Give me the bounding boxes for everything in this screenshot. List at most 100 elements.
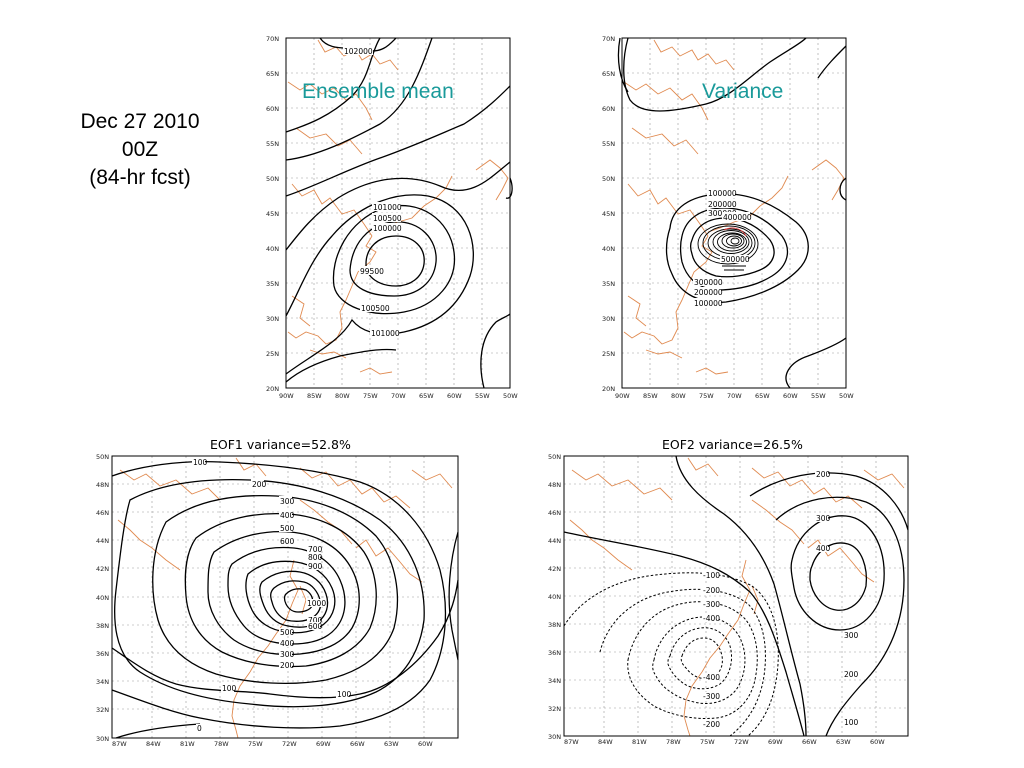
eof1-lon-ticks: 87W 84W 81W 78W 75W 72W 69W 66W 63W 60W [112,740,433,748]
svg-text:46N: 46N [96,509,109,517]
forecast-caption: Dec 27 2010 00Z (84-hr fcst) [40,108,240,192]
svg-text:-400: -400 [703,614,720,623]
svg-text:42N: 42N [96,565,109,573]
svg-text:300: 300 [280,497,295,506]
svg-text:35N: 35N [602,280,615,288]
svg-text:1000: 1000 [307,599,326,608]
svg-text:45N: 45N [602,210,615,218]
svg-text:400: 400 [816,544,831,553]
svg-text:101000: 101000 [373,203,402,212]
svg-text:99500: 99500 [360,267,384,276]
svg-text:78W: 78W [666,738,681,746]
svg-text:60W: 60W [783,392,798,400]
eof2-contour-labels: 200 300 400 300 200 100 -100 -200 -300 -… [702,470,859,729]
svg-text:55W: 55W [811,392,826,400]
svg-text:-400: -400 [703,673,720,682]
svg-text:30N: 30N [602,315,615,323]
svg-text:100: 100 [222,684,237,693]
svg-text:0: 0 [197,724,202,733]
svg-text:84W: 84W [146,740,161,748]
svg-text:70W: 70W [391,392,406,400]
svg-text:38N: 38N [548,621,561,629]
variance-contour-labels: 100000 200000 300000 400000 500000 30000… [693,188,752,308]
svg-text:63W: 63W [384,740,399,748]
svg-text:300: 300 [844,631,859,640]
svg-text:65N: 65N [266,70,279,78]
ensemble-lat-ticks: 70N 65N 60N 55N 50N 45N 40N 35N 30N 25N … [266,35,279,393]
svg-text:900: 900 [308,562,323,571]
svg-text:50W: 50W [839,392,854,400]
svg-text:100000: 100000 [373,224,402,233]
svg-text:300: 300 [280,650,295,659]
svg-text:200000: 200000 [708,200,737,209]
svg-text:55W: 55W [475,392,490,400]
svg-text:65W: 65W [755,392,770,400]
svg-text:40N: 40N [602,245,615,253]
svg-text:45N: 45N [266,210,279,218]
isolines-eof2-negative [563,572,779,737]
svg-text:25N: 25N [602,350,615,358]
coastline-eof2 [569,457,905,737]
caption-forecast: (84-hr fcst) [89,166,191,189]
svg-text:34N: 34N [96,678,109,686]
svg-text:20N: 20N [266,385,279,393]
svg-text:81W: 81W [632,738,647,746]
eof2-lat-ticks: 50N 48N 46N 44N 42N 40N 38N 36N 34N 32N … [548,453,561,741]
svg-text:90W: 90W [279,392,294,400]
ensemble-contour-labels: 102000 101000 100500 100000 99500 100500… [343,46,402,338]
svg-text:48N: 48N [96,481,109,489]
svg-text:100500: 100500 [373,214,402,223]
svg-text:102000: 102000 [344,47,373,56]
svg-text:500: 500 [280,628,295,637]
variance-frame [621,37,847,389]
svg-text:72W: 72W [282,740,297,748]
svg-text:46N: 46N [548,509,561,517]
eof1-title: EOF1 variance=52.8% [210,437,351,452]
svg-text:60W: 60W [870,738,885,746]
variance-lat-ticks: 70N 65N 60N 55N 50N 45N 40N 35N 30N 25N … [602,35,615,393]
svg-text:60N: 60N [602,105,615,113]
svg-text:500: 500 [280,524,295,533]
svg-text:100: 100 [337,690,352,699]
svg-text:200: 200 [280,661,295,670]
ensemble-frame [285,37,511,389]
svg-text:100000: 100000 [694,299,723,308]
ensemble-lon-ticks: 90W 85W 80W 75W 70W 65W 60W 55W 50W [279,392,518,400]
svg-text:40N: 40N [548,593,561,601]
svg-text:44N: 44N [96,537,109,545]
svg-text:100000: 100000 [708,189,737,198]
svg-text:60N: 60N [266,105,279,113]
svg-text:300: 300 [816,514,831,523]
svg-text:48N: 48N [548,481,561,489]
svg-text:75W: 75W [363,392,378,400]
svg-text:300000: 300000 [694,278,723,287]
svg-text:36N: 36N [548,649,561,657]
svg-text:30N: 30N [266,315,279,323]
svg-text:90W: 90W [615,392,630,400]
svg-text:80W: 80W [671,392,686,400]
svg-text:600: 600 [308,622,323,631]
svg-text:32N: 32N [96,706,109,714]
coastline-variance [623,39,845,375]
svg-text:84W: 84W [598,738,613,746]
svg-text:44N: 44N [548,537,561,545]
eof1-contour-labels: 100 200 300 400 500 600 700 800 900 1000… [192,457,352,733]
svg-text:200: 200 [844,670,859,679]
ensemble-title: Ensemble mean [302,80,454,103]
svg-text:70N: 70N [602,35,615,43]
eof1-lat-ticks: 50N 48N 46N 44N 42N 40N 38N 36N 34N 32N … [96,453,109,743]
svg-text:30N: 30N [96,735,109,743]
svg-text:65W: 65W [419,392,434,400]
svg-text:66W: 66W [802,738,817,746]
svg-text:-300: -300 [703,600,720,609]
eof1-plot: EOF1 variance=52.8% [96,437,909,748]
svg-text:87W: 87W [112,740,127,748]
variance-title: Variance [702,80,783,103]
svg-text:75W: 75W [699,392,714,400]
svg-text:100500: 100500 [361,304,390,313]
eof2-frame [563,455,909,737]
svg-text:25N: 25N [266,350,279,358]
svg-text:400: 400 [280,639,295,648]
svg-text:100: 100 [193,458,208,467]
svg-text:60W: 60W [418,740,433,748]
